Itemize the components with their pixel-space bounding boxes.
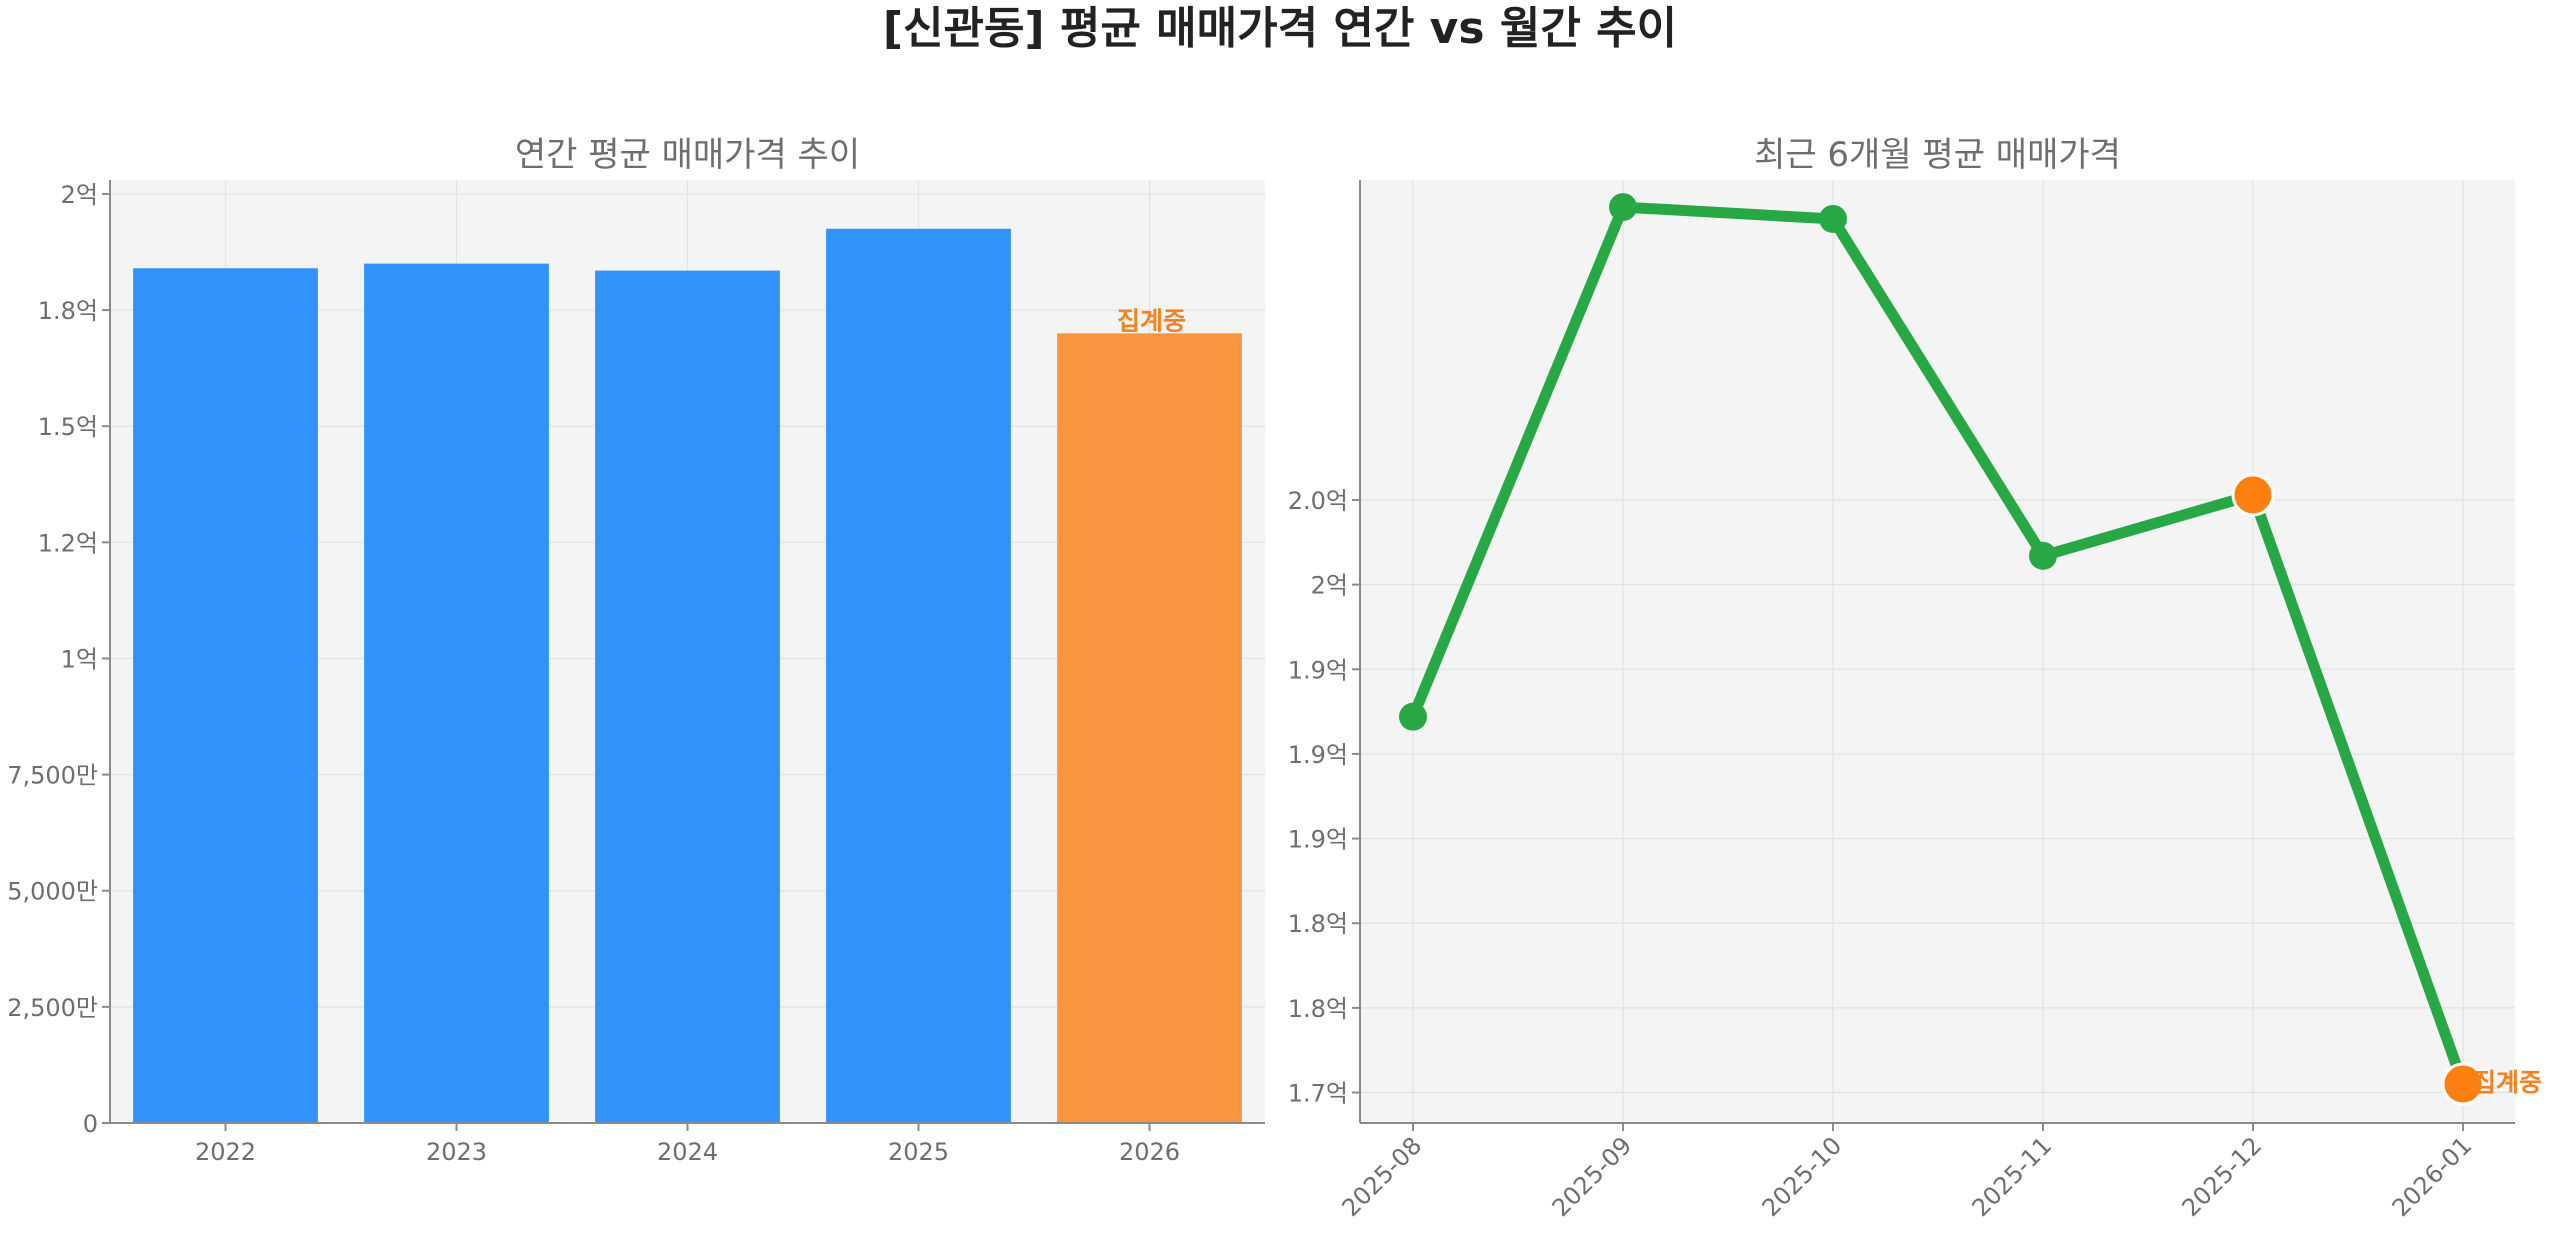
bar-2026 — [1057, 333, 1242, 1124]
data-point — [2029, 541, 2057, 570]
y-tick-label: 1.9억 — [1288, 826, 1348, 854]
x-tick-label: 2022 — [195, 1138, 256, 1166]
figure-title: [신관동] 평균 매매가격 연간 vs 월간 추이 — [883, 3, 1677, 54]
x-tick-label: 2025-10 — [1757, 1131, 1848, 1222]
monthly-line-chart: 최근 6개월 평균 매매가격 1.7억 1.8억 1.8억 1.9억 1.9억 1.9억 2억… — [1288, 135, 2542, 1222]
price-line — [1407, 201, 2469, 1090]
bar-2025 — [826, 228, 1011, 1123]
annual-bar-chart: 연간 평균 매매가격 추이 0 2,500만 5,000만 7,500만 1억 1.2억 1.… — [7, 135, 1265, 1166]
y-tick-label: 2억 — [61, 181, 98, 209]
plot-background — [1360, 180, 2515, 1123]
y-tick-label: 1.8억 — [1288, 995, 1348, 1023]
data-point — [1399, 702, 1427, 731]
x-tick-label: 2023 — [426, 1138, 487, 1166]
x-tick-label: 2025-08 — [1337, 1131, 1428, 1222]
x-tick-label: 2025-12 — [2177, 1131, 2268, 1222]
y-tick-label: 5,000만 — [7, 878, 98, 906]
x-tick-label: 2024 — [657, 1138, 718, 1166]
y-tick-label: 7,500만 — [7, 762, 98, 790]
y-tick-label: 2.0억 — [1288, 487, 1348, 515]
bar-annotation: 집계중 — [1117, 306, 1186, 335]
y-tick-label: 0 — [83, 1110, 98, 1138]
x-tick-label: 2025-09 — [1547, 1131, 1638, 1222]
data-point — [1819, 204, 1847, 233]
bar-2024 — [595, 270, 780, 1123]
y-tick-label: 2억 — [1311, 572, 1348, 600]
bar-2023 — [364, 263, 549, 1124]
data-point — [1609, 193, 1637, 222]
line-chart-title: 최근 6개월 평균 매매가격 — [1754, 135, 2121, 175]
y-tick-label: 1.8억 — [38, 297, 98, 325]
y-tick-label: 1억 — [61, 645, 98, 673]
y-tick-label: 1.9억 — [1288, 656, 1348, 684]
x-tick-label: 2026 — [1119, 1138, 1180, 1166]
x-tick-label: 2026-01 — [2387, 1131, 2478, 1222]
highlight-point — [2441, 1062, 2485, 1106]
highlight-point — [2231, 473, 2275, 517]
x-tick-label: 2025 — [888, 1138, 949, 1166]
y-tick-label: 1.5억 — [38, 413, 98, 441]
y-tick-label: 2,500만 — [7, 994, 98, 1022]
line-annotation: 집계중 — [2473, 1068, 2542, 1097]
y-tick-label: 1.9억 — [1288, 741, 1348, 769]
y-tick-label: 1.7억 — [1288, 1080, 1348, 1108]
bar-chart-title: 연간 평균 매매가격 추이 — [515, 135, 860, 175]
y-tick-label: 1.8억 — [1288, 910, 1348, 938]
bar-2022 — [133, 268, 318, 1123]
y-tick-label: 1.2억 — [38, 529, 98, 557]
x-tick-label: 2025-11 — [1967, 1131, 2058, 1222]
